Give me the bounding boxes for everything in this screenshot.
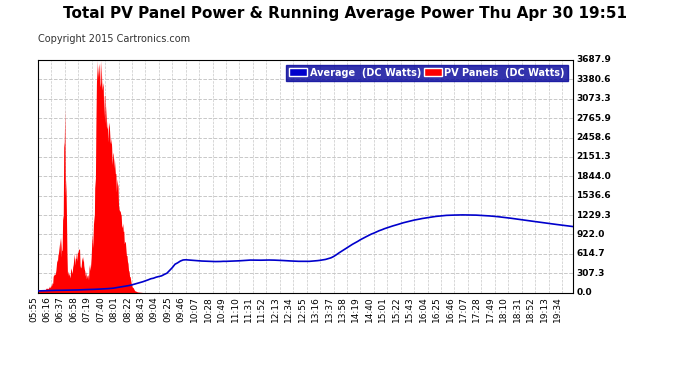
- Text: 15:01: 15:01: [378, 296, 387, 322]
- Text: 1229.3: 1229.3: [576, 210, 611, 219]
- Text: 14:19: 14:19: [351, 296, 360, 322]
- Text: 12:34: 12:34: [284, 296, 293, 322]
- Text: 1844.0: 1844.0: [576, 172, 611, 181]
- Text: 10:07: 10:07: [190, 296, 199, 322]
- Text: 18:52: 18:52: [526, 296, 535, 322]
- Text: Copyright 2015 Cartronics.com: Copyright 2015 Cartronics.com: [38, 34, 190, 44]
- Text: 13:58: 13:58: [338, 296, 347, 322]
- Text: 19:13: 19:13: [540, 296, 549, 322]
- Text: 18:10: 18:10: [499, 296, 509, 322]
- Text: 16:04: 16:04: [419, 296, 428, 322]
- Text: 307.3: 307.3: [576, 268, 604, 278]
- Text: 12:13: 12:13: [270, 296, 280, 322]
- Text: 06:16: 06:16: [42, 296, 51, 322]
- Text: 11:31: 11:31: [244, 296, 253, 322]
- Text: 3073.3: 3073.3: [576, 94, 611, 103]
- Text: 0.0: 0.0: [576, 288, 592, 297]
- Text: 922.0: 922.0: [576, 230, 604, 239]
- Text: 16:46: 16:46: [446, 296, 455, 322]
- Text: 18:31: 18:31: [513, 296, 522, 322]
- Text: 09:46: 09:46: [177, 296, 186, 322]
- Text: 05:55: 05:55: [29, 296, 38, 322]
- Text: 15:43: 15:43: [405, 296, 414, 322]
- Text: 17:07: 17:07: [459, 296, 468, 322]
- Text: 09:04: 09:04: [150, 296, 159, 322]
- Text: 16:25: 16:25: [432, 296, 441, 322]
- Text: 10:49: 10:49: [217, 296, 226, 322]
- Text: 11:52: 11:52: [257, 296, 266, 322]
- Text: 1536.6: 1536.6: [576, 191, 611, 200]
- Text: 17:28: 17:28: [473, 296, 482, 322]
- Text: 2458.6: 2458.6: [576, 133, 611, 142]
- Text: 12:55: 12:55: [297, 296, 306, 322]
- Text: 614.7: 614.7: [576, 249, 604, 258]
- Text: 08:01: 08:01: [110, 296, 119, 322]
- Text: 17:49: 17:49: [486, 296, 495, 322]
- Text: 13:37: 13:37: [324, 296, 333, 322]
- Text: 07:19: 07:19: [83, 296, 92, 322]
- Text: 15:22: 15:22: [392, 296, 401, 322]
- Text: Total PV Panel Power & Running Average Power Thu Apr 30 19:51: Total PV Panel Power & Running Average P…: [63, 6, 627, 21]
- Text: 13:16: 13:16: [311, 296, 320, 322]
- Text: 06:58: 06:58: [69, 296, 78, 322]
- Legend: Average  (DC Watts), PV Panels  (DC Watts): Average (DC Watts), PV Panels (DC Watts): [286, 65, 568, 81]
- Text: 19:34: 19:34: [553, 296, 562, 322]
- Text: 11:10: 11:10: [230, 296, 239, 322]
- Text: 07:40: 07:40: [96, 296, 105, 322]
- Text: 2151.3: 2151.3: [576, 152, 611, 161]
- Text: 2765.9: 2765.9: [576, 114, 611, 123]
- Text: 14:40: 14:40: [365, 296, 374, 322]
- Text: 3380.6: 3380.6: [576, 75, 611, 84]
- Text: 06:37: 06:37: [56, 296, 65, 322]
- Text: 3687.9: 3687.9: [576, 56, 611, 64]
- Text: 10:28: 10:28: [204, 296, 213, 322]
- Text: 08:22: 08:22: [123, 296, 132, 322]
- Text: 08:43: 08:43: [137, 296, 146, 322]
- Text: 09:25: 09:25: [164, 296, 172, 322]
